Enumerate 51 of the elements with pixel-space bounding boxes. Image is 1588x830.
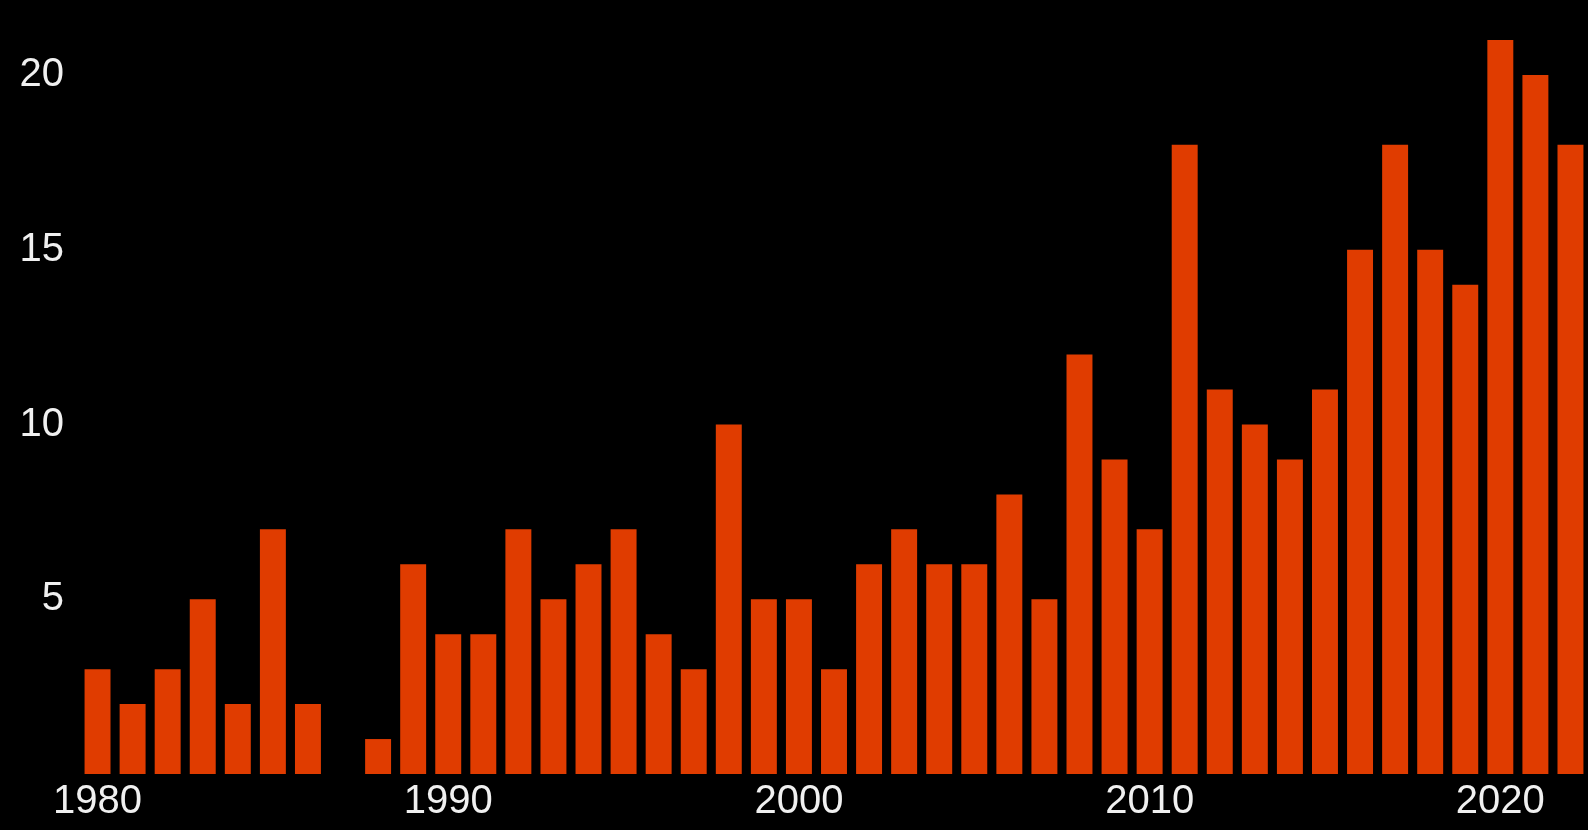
bar: [505, 529, 532, 774]
bar: [1382, 144, 1409, 774]
x-tick-label: 1990: [403, 777, 493, 822]
bar: [1276, 459, 1303, 774]
bar: [540, 599, 567, 774]
bar: [715, 424, 742, 774]
bar: [84, 669, 111, 774]
bar: [435, 634, 462, 774]
bar: [645, 634, 672, 774]
bar: [365, 739, 392, 774]
bar: [1347, 249, 1374, 774]
bar: [224, 704, 251, 774]
bar: [1206, 389, 1233, 774]
bar: [1557, 144, 1584, 774]
bar: [821, 669, 847, 774]
y-tick-label: 5: [41, 574, 64, 619]
bar: [1487, 40, 1514, 774]
bar: [680, 669, 707, 774]
bar: [610, 529, 637, 774]
bar: [1241, 424, 1268, 774]
bar: [996, 494, 1023, 774]
x-tick-label: 2020: [1455, 777, 1545, 822]
bar: [926, 564, 953, 774]
bar: [1031, 599, 1058, 774]
bar: [1417, 249, 1444, 774]
bar: [1136, 529, 1163, 774]
bar: [961, 564, 988, 774]
bar: [1452, 284, 1479, 774]
bar: [575, 564, 602, 774]
bar: [1522, 74, 1549, 774]
bar: [1101, 459, 1128, 774]
bar: [154, 669, 181, 774]
bar: [891, 529, 918, 774]
bar: [294, 704, 321, 774]
bar: [189, 599, 216, 774]
y-tick-label: 10: [19, 399, 64, 444]
y-tick-label: 20: [19, 49, 64, 94]
bar: [470, 634, 497, 774]
bar: [400, 564, 427, 774]
x-tick-label: 2010: [1105, 777, 1195, 822]
x-tick-label: 2000: [754, 777, 844, 822]
bar: [259, 529, 286, 774]
x-tick-label: 1980: [53, 777, 143, 822]
bar: [1066, 354, 1093, 774]
bar: [119, 704, 146, 774]
y-tick-label: 15: [19, 224, 64, 269]
bar: [1171, 144, 1198, 774]
bar: [785, 599, 812, 774]
bar: [750, 599, 777, 774]
bar: [856, 564, 883, 774]
bar: [1312, 389, 1338, 774]
